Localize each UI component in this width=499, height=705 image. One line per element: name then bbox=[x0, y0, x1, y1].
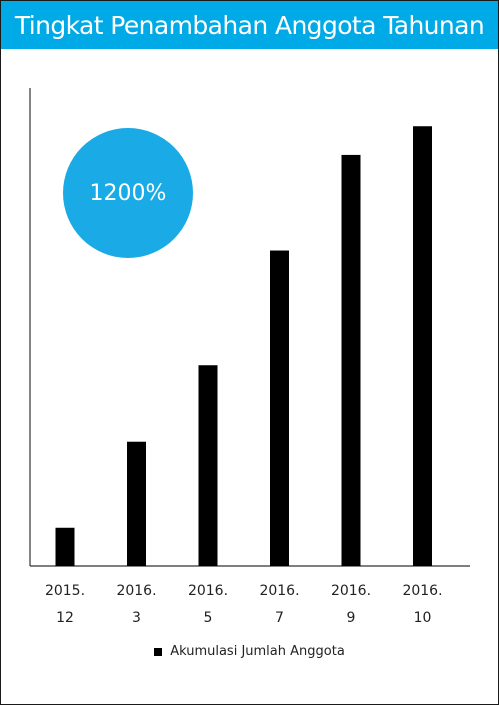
x-tick-label-5-0: 2016. bbox=[402, 583, 442, 599]
x-tick-label-4-0: 2016. bbox=[331, 583, 371, 599]
percentage-badge bbox=[63, 128, 193, 258]
x-tick-label-3-1: 7 bbox=[275, 610, 284, 626]
x-tick-label-2-0: 2016. bbox=[188, 583, 228, 599]
x-tick-label-3-0: 2016. bbox=[259, 583, 299, 599]
bar-2 bbox=[198, 365, 218, 566]
percentage-badge-text: 1200% bbox=[90, 181, 167, 206]
legend-label: Akumulasi Jumlah Anggota bbox=[170, 644, 345, 659]
header-bar: Tingkat Penambahan Anggota Tahunan bbox=[1, 1, 498, 49]
x-tick-label-0-1: 12 bbox=[56, 610, 74, 626]
x-tick-labels: 2015. 12 2016. 3 2016. 5 2016. 7 2016. 9 2016. 10 bbox=[45, 583, 443, 626]
x-tick-label-0-0: 2015. bbox=[45, 583, 85, 599]
bar-4 bbox=[341, 154, 361, 567]
legend: Akumulasi Jumlah Anggota bbox=[0, 644, 499, 659]
x-tick-label-2-1: 5 bbox=[204, 610, 213, 626]
bar-0 bbox=[55, 527, 75, 566]
x-tick-label-1-0: 2016. bbox=[116, 583, 156, 599]
chart-title: Tingkat Penambahan Anggota Tahunan bbox=[14, 10, 485, 40]
bar-3 bbox=[270, 250, 289, 566]
legend-swatch bbox=[154, 647, 163, 656]
x-tick-label-5-1: 10 bbox=[414, 610, 432, 626]
bar-1 bbox=[127, 441, 146, 566]
bars-group bbox=[55, 126, 432, 567]
x-tick-label-1-1: 3 bbox=[132, 610, 141, 626]
bar-5 bbox=[413, 126, 432, 567]
x-tick-label-4-1: 9 bbox=[347, 610, 356, 626]
